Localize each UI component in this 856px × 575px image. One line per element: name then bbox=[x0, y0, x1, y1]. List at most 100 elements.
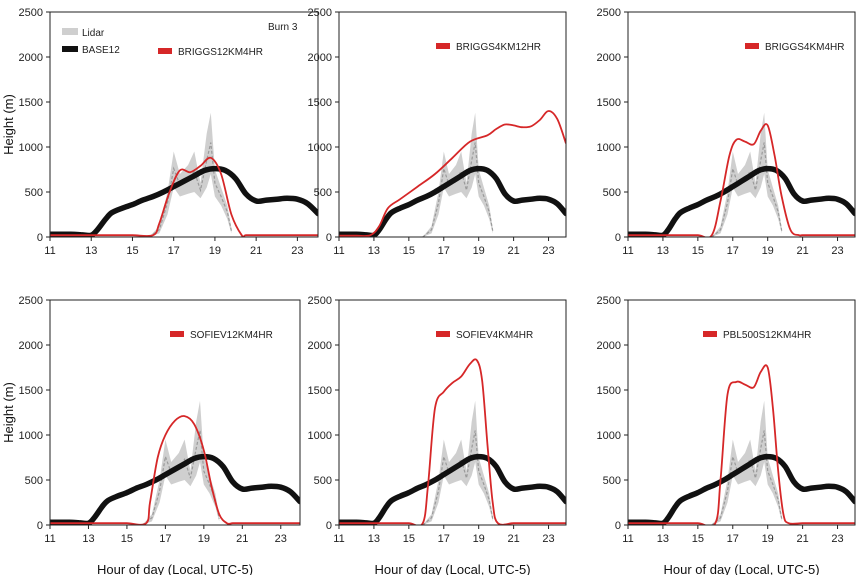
model-line bbox=[339, 358, 566, 525]
x-tick-label: 21 bbox=[250, 245, 262, 257]
y-tick-label: 2500 bbox=[597, 295, 621, 307]
y-tick-label: 0 bbox=[37, 520, 43, 532]
x-tick-label: 17 bbox=[159, 533, 171, 545]
base12-line bbox=[50, 165, 318, 237]
x-tick-label: 19 bbox=[762, 533, 774, 545]
y-tick-label: 2000 bbox=[597, 52, 621, 64]
y-tick-label: 1000 bbox=[308, 142, 332, 154]
x-tick-label: 21 bbox=[507, 533, 519, 545]
model-line bbox=[628, 364, 855, 525]
x-tick-label: 23 bbox=[291, 245, 303, 257]
plot-area bbox=[628, 112, 855, 237]
lidar-median-line bbox=[422, 430, 494, 525]
y-tick-label: 500 bbox=[314, 475, 332, 487]
x-tick-label: 15 bbox=[126, 245, 138, 257]
y-tick-label: 1500 bbox=[19, 385, 43, 397]
x-tick-label: 11 bbox=[333, 533, 344, 545]
plot-frame bbox=[627, 299, 856, 526]
panel-label: Burn 3 bbox=[268, 22, 298, 33]
plot-area bbox=[339, 358, 566, 525]
y-tick-label: 1000 bbox=[308, 430, 332, 442]
x-tick-label: 13 bbox=[85, 245, 97, 257]
x-tick-label: 13 bbox=[657, 533, 669, 545]
y-tick-label: 2000 bbox=[308, 340, 332, 352]
plot-area bbox=[339, 110, 566, 237]
y-tick-label: 2500 bbox=[19, 295, 43, 307]
model-line bbox=[50, 415, 300, 525]
lidar-median-line bbox=[711, 142, 783, 237]
x-tick-label: 19 bbox=[209, 245, 221, 257]
x-axis-label: Hour of day (Local, UTC-5) bbox=[374, 562, 530, 575]
legend-entry-label: BRIGGS4KM12HR bbox=[456, 42, 541, 53]
y-tick-label: 1000 bbox=[597, 142, 621, 154]
base12-line bbox=[628, 453, 855, 525]
chart-panel-2: 11 13 15 17 19 21 23 0 500 1000 1500 2000 2500 BRIGGS… bbox=[308, 7, 567, 257]
y-tick-label: 500 bbox=[314, 187, 332, 199]
legend: PBL500S12KM4HR bbox=[703, 330, 811, 341]
x-tick-label: 17 bbox=[438, 533, 450, 545]
y-tick-label: 500 bbox=[25, 475, 43, 487]
y-tick-label: 1000 bbox=[597, 430, 621, 442]
y-tick-label: 0 bbox=[37, 232, 43, 244]
x-axis-label: Hour of day (Local, UTC-5) bbox=[97, 562, 253, 575]
x-tick-label: 15 bbox=[121, 533, 133, 545]
plot-frame bbox=[49, 11, 319, 238]
legend: BRIGGS4KM12HR bbox=[436, 42, 541, 53]
x-tick-label: 19 bbox=[473, 245, 485, 257]
legend: BRIGGS4KM4HR bbox=[745, 42, 844, 53]
y-tick-label: 0 bbox=[615, 232, 621, 244]
x-tick-label: 23 bbox=[831, 245, 843, 257]
plot-frame bbox=[49, 299, 301, 526]
x-tick-label: 17 bbox=[438, 245, 450, 257]
x-tick-label: 13 bbox=[82, 533, 94, 545]
y-tick-label: 1500 bbox=[308, 385, 332, 397]
legend: Burn 3 Lidar BASE12 BRIGGS12KM4HR bbox=[62, 22, 298, 58]
legend-swatch-model bbox=[436, 331, 450, 337]
plot-frame bbox=[338, 299, 567, 526]
legend-swatch-lidar bbox=[62, 28, 78, 35]
x-tick-label: 19 bbox=[473, 533, 485, 545]
model-line bbox=[628, 123, 855, 237]
y-tick-label: 1500 bbox=[597, 385, 621, 397]
x-tick-label: 23 bbox=[831, 533, 843, 545]
y-tick-label: 2500 bbox=[308, 295, 332, 307]
legend-entry-label: Lidar bbox=[82, 28, 105, 39]
plot-area bbox=[50, 112, 318, 237]
y-tick-label: 0 bbox=[615, 520, 621, 532]
y-tick-label: 500 bbox=[25, 187, 43, 199]
base12-line bbox=[50, 453, 300, 525]
y-tick-label: 2000 bbox=[19, 340, 43, 352]
chart-panel-6: 11 13 15 17 19 21 23 0 500 1000 1500 2000 2500 Hour o… bbox=[597, 295, 856, 575]
x-tick-label: 11 bbox=[44, 533, 55, 545]
base12-line bbox=[628, 165, 855, 237]
x-tick-label: 19 bbox=[198, 533, 210, 545]
x-tick-label: 23 bbox=[275, 533, 287, 545]
x-tick-label: 21 bbox=[236, 533, 248, 545]
x-tick-label: 13 bbox=[368, 533, 380, 545]
lidar-median-line bbox=[141, 430, 220, 525]
x-tick-label: 23 bbox=[542, 533, 554, 545]
y-tick-label: 2000 bbox=[597, 340, 621, 352]
y-tick-label: 2500 bbox=[597, 7, 621, 19]
x-tick-label: 17 bbox=[168, 245, 180, 257]
y-tick-label: 2000 bbox=[19, 52, 43, 64]
legend-entry-label: SOFIEV4KM4HR bbox=[456, 330, 533, 341]
legend-swatch-model bbox=[745, 43, 759, 49]
legend-swatch-model bbox=[436, 43, 450, 49]
y-tick-label: 1500 bbox=[19, 97, 43, 109]
legend-swatch-model bbox=[703, 331, 717, 337]
plot-frame bbox=[338, 11, 567, 238]
y-tick-label: 1500 bbox=[308, 97, 332, 109]
legend: SOFIEV4KM4HR bbox=[436, 330, 533, 341]
legend-swatch-model bbox=[158, 48, 172, 54]
x-tick-label: 21 bbox=[796, 533, 808, 545]
y-tick-label: 500 bbox=[603, 187, 621, 199]
x-tick-label: 21 bbox=[507, 245, 519, 257]
legend-entry-label: BRIGGS4KM4HR bbox=[765, 42, 844, 53]
chart-panel-4: 11 13 15 17 19 21 23 0 500 1000 1500 2000 2500 Height… bbox=[1, 295, 301, 575]
x-axis-label: Hour of day (Local, UTC-5) bbox=[663, 562, 819, 575]
x-tick-label: 21 bbox=[796, 245, 808, 257]
base12-line bbox=[339, 453, 566, 525]
plot-area bbox=[628, 364, 855, 525]
